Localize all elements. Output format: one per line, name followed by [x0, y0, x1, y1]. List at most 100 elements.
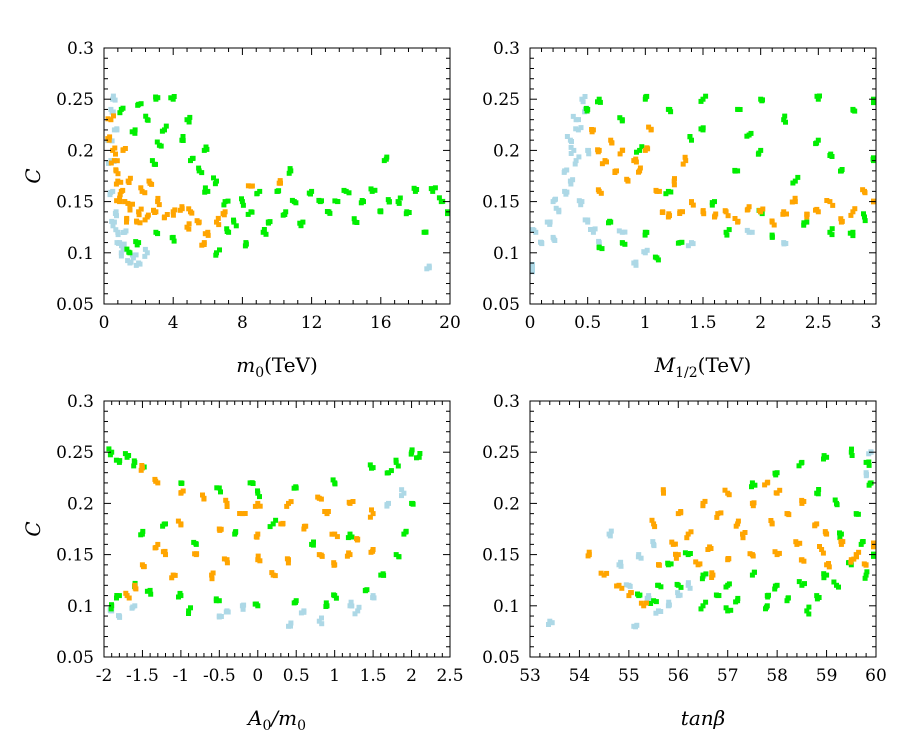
data-point-orange: [115, 171, 121, 177]
data-point-green: [642, 232, 648, 238]
data-point-orange: [747, 551, 753, 557]
data-point-orange: [105, 116, 111, 122]
data-point-orange: [156, 202, 162, 208]
data-point-green: [132, 127, 138, 133]
data-point-lightblue: [580, 99, 586, 105]
tick-labels-layer: 53 54 55 56 57 58 59 60 0.05 0.1 0.15 0.2 0.25 0.3: [482, 392, 887, 686]
panel-M12: 0 0.5 1 1.5 2 2.5 3 0.05 0.1 0.15 0.2 0.25 0.3 M1/2(…: [482, 39, 881, 381]
data-point-orange: [705, 547, 711, 552]
x-tick-label: 16: [370, 313, 392, 333]
data-point-green: [143, 113, 149, 119]
data-point-green: [637, 592, 643, 598]
data-point-green: [829, 232, 835, 238]
data-point-green: [744, 133, 750, 139]
data-point-lightblue: [627, 583, 633, 589]
axis-titles-layer: Cm0(TeV): [21, 168, 318, 381]
data-point-green: [383, 156, 389, 162]
data-point-lightblue: [608, 528, 614, 534]
data-point-orange: [762, 482, 768, 488]
data-point-orange: [794, 541, 800, 547]
data-point-orange: [245, 183, 251, 189]
data-point-orange: [115, 178, 121, 184]
data-point-orange: [838, 541, 844, 547]
data-point-green: [723, 605, 729, 611]
data-point-orange: [145, 212, 151, 218]
data-point-green: [132, 130, 138, 136]
data-point-lightblue: [110, 93, 116, 99]
data-point-green: [177, 590, 183, 596]
data-point-green: [145, 117, 151, 123]
data-point-orange: [136, 209, 142, 215]
data-point-lightblue: [399, 487, 405, 493]
data-point-green: [634, 149, 639, 155]
data-point-green: [783, 119, 788, 125]
data-point-green: [109, 449, 115, 455]
data-point-green: [430, 188, 436, 194]
data-point-green: [799, 582, 805, 588]
data-point-orange: [127, 207, 133, 213]
data-point-green: [665, 560, 671, 566]
data-point-lightblue: [133, 262, 139, 268]
data-point-orange: [609, 140, 615, 146]
data-point-orange: [651, 521, 657, 527]
data-point-green: [232, 530, 238, 536]
data-point-orange: [862, 190, 868, 196]
data-point-green: [821, 453, 827, 459]
data-point-green: [428, 186, 434, 192]
data-point-orange: [680, 161, 686, 167]
data-point-green: [723, 229, 729, 235]
data-point-orange: [598, 570, 604, 576]
data-point-green: [120, 105, 126, 111]
data-point-orange: [820, 550, 826, 556]
data-point-lightblue: [298, 610, 304, 616]
data-point-green: [663, 191, 669, 197]
data-point-orange: [175, 518, 181, 524]
data-point-green: [863, 459, 869, 465]
y-tick-label: 0.15: [482, 546, 520, 566]
data-point-orange: [215, 215, 221, 221]
data-point-lightblue: [573, 126, 579, 132]
data-point-orange: [861, 561, 867, 567]
data-point-orange: [126, 595, 132, 601]
data-point-green: [815, 137, 821, 143]
y-tick-label: 0.2: [493, 141, 520, 161]
data-point-orange: [118, 179, 124, 185]
data-point-green: [728, 607, 734, 613]
data-point-green: [855, 511, 861, 517]
data-point-orange: [871, 544, 876, 550]
data-point-orange: [722, 208, 728, 214]
data-point-green: [186, 608, 192, 614]
data-point-lightblue: [319, 615, 324, 621]
data-point-green: [760, 97, 765, 103]
data-point-orange: [346, 550, 352, 556]
data-point-orange: [177, 207, 183, 213]
x-tick-label: 59: [816, 666, 838, 686]
data-point-orange: [108, 117, 114, 123]
data-point-lightblue: [288, 620, 294, 626]
y-tick-label: 0.05: [56, 295, 94, 315]
data-point-green: [188, 605, 193, 611]
data-point-lightblue: [653, 610, 659, 616]
x-tick-label: 57: [717, 666, 739, 686]
data-point-orange: [254, 534, 260, 540]
data-point-orange: [693, 559, 699, 565]
data-point-orange: [288, 499, 294, 505]
data-point-green: [255, 488, 260, 494]
data-point-orange: [684, 535, 690, 541]
data-point-orange: [682, 154, 688, 160]
data-point-lightblue: [109, 138, 115, 144]
data-point-green: [674, 581, 680, 587]
data-point-green: [224, 229, 230, 234]
data-point-lightblue: [570, 113, 576, 119]
x-tick-label: 60: [865, 666, 887, 686]
data-point-orange: [350, 499, 356, 504]
x-axis-title: m0(TeV): [236, 353, 318, 381]
data-point-orange: [252, 503, 258, 509]
data-point-lightblue: [607, 533, 613, 539]
data-point-orange: [303, 523, 309, 529]
data-point-lightblue: [641, 249, 647, 255]
data-point-lightblue: [384, 502, 390, 508]
data-point-orange: [113, 181, 119, 187]
data-point-lightblue: [112, 97, 118, 103]
data-point-orange: [856, 549, 862, 555]
